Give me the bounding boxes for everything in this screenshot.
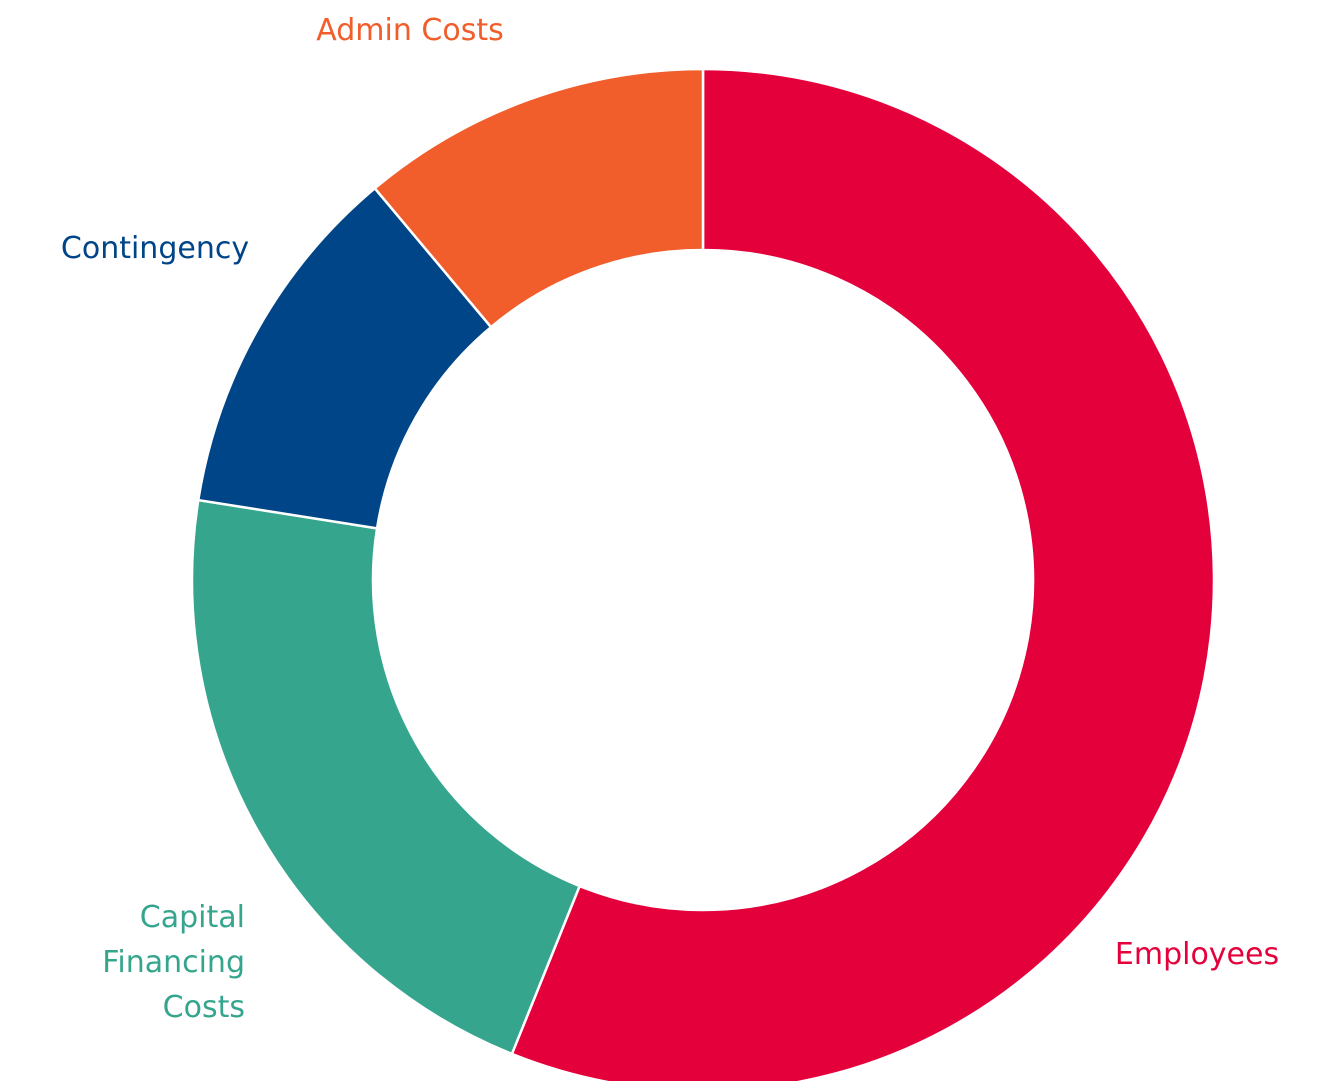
donut-segment [510, 67, 1216, 1081]
segment-label: Contingency [60, 231, 250, 266]
donut-segment [373, 67, 705, 329]
segment-label: Capital Financing Costs [102, 900, 245, 1025]
segment-label: Employees [1114, 937, 1280, 972]
donut-segment [190, 498, 582, 1056]
segment-label: Admin Costs [316, 13, 504, 48]
